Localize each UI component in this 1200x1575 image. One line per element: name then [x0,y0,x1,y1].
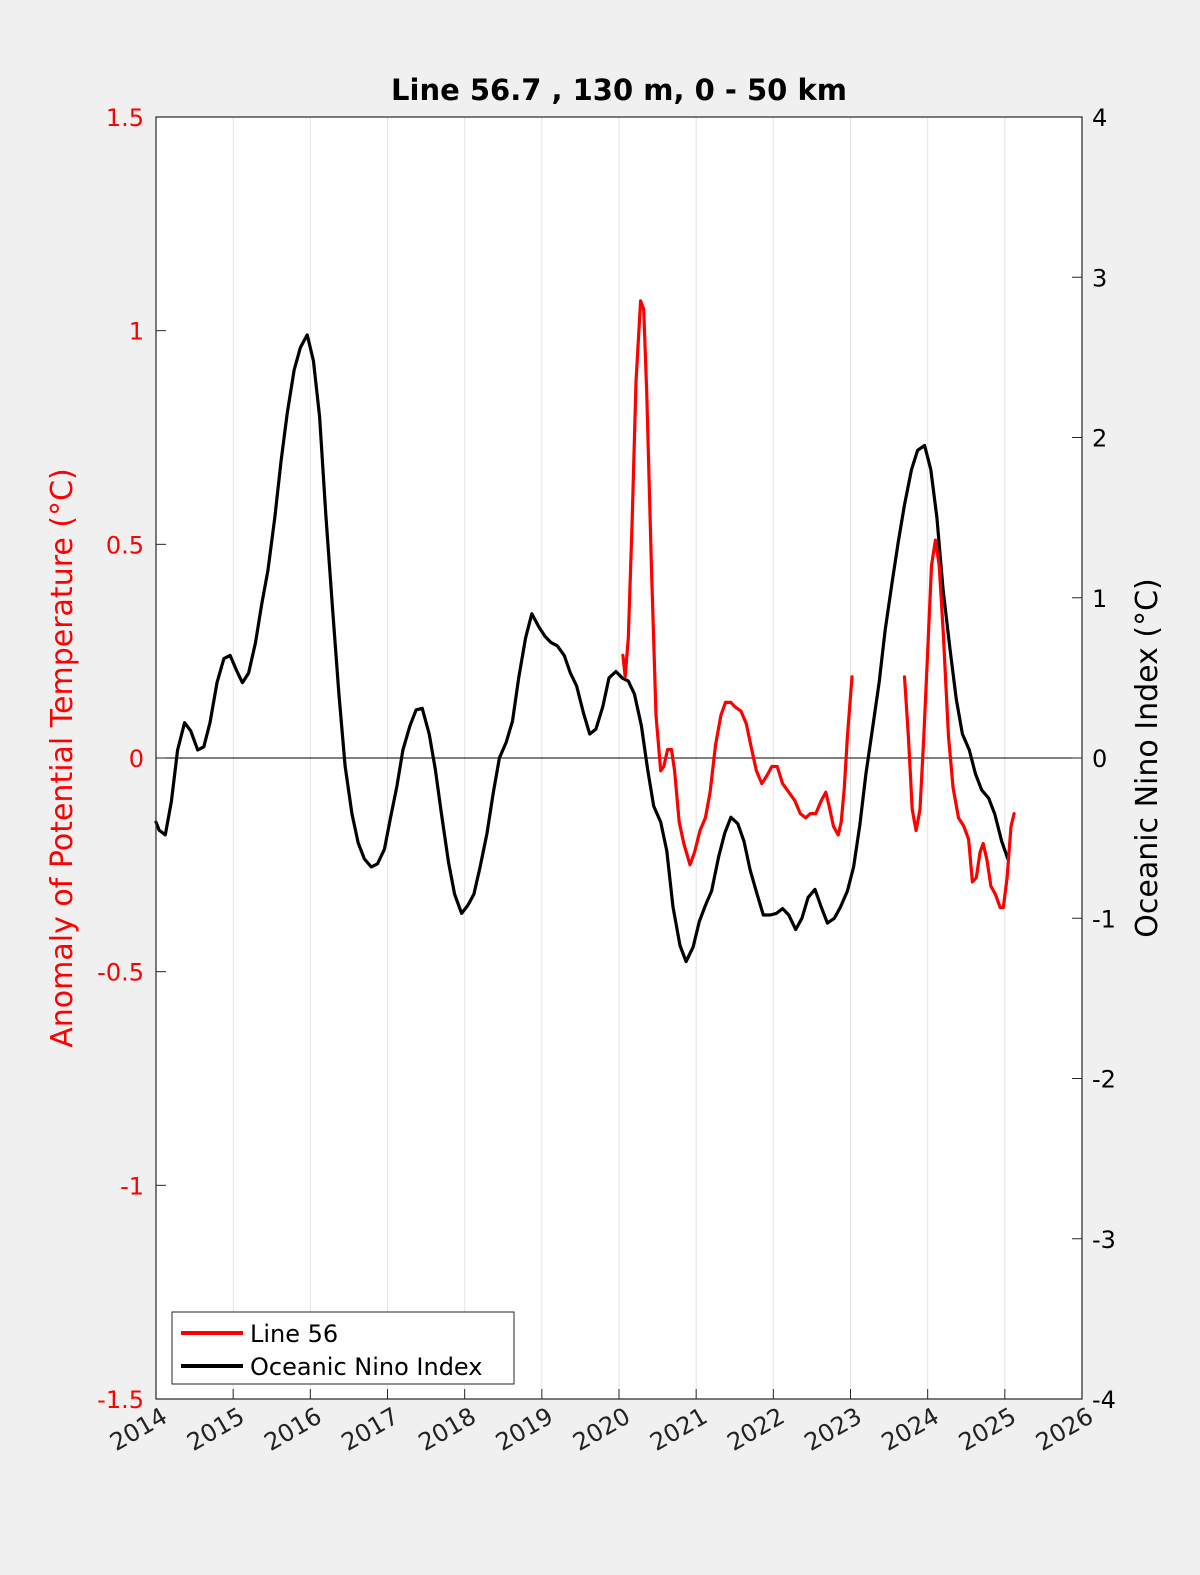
y-right-tick-label: 3 [1092,264,1107,292]
y-left-tick-label: 1.5 [106,104,144,132]
y-right-tick-label: 4 [1092,104,1107,132]
series-line-oceanic-nino-index-segment-0 [154,333,1010,964]
series-line-line-56-segment-1 [902,538,1016,910]
y-left-tick-label: 0 [129,745,144,773]
y-right-tick-label: -2 [1092,1066,1116,1094]
y-right-tick-label: -3 [1092,1226,1116,1254]
y-left-tick-label: 1 [129,318,144,346]
y-left-axis-label: Anomaly of Potential Temperature (°C) [45,468,80,1047]
legend: Line 56 Oceanic Nino Index [171,1311,515,1385]
y-right-tick-label: -4 [1092,1386,1116,1414]
y-right-tick-label: 0 [1092,745,1107,773]
y-right-tick-label: 2 [1092,425,1107,453]
y-right-tick-label: 1 [1092,585,1107,613]
legend-box [171,1311,515,1385]
y-left-tick-label: 0.5 [106,531,144,559]
y-right-tick-label: -1 [1092,905,1116,933]
y-right-axis-label: Oceanic Nino Index (°C) [1130,578,1165,938]
y-left-tick-label: -1 [120,1172,144,1200]
legend-label-line-56: Line 56 [250,1320,338,1348]
legend-label-oni: Oceanic Nino Index [250,1353,482,1381]
y-left-tick-label: -1.5 [97,1386,144,1414]
series-lines [154,299,1016,964]
chart-title: Line 56.7 , 130 m, 0 - 50 km [391,73,847,107]
series-line-line-56-segment-0 [621,299,854,867]
y-left-tick-label: -0.5 [97,959,144,987]
